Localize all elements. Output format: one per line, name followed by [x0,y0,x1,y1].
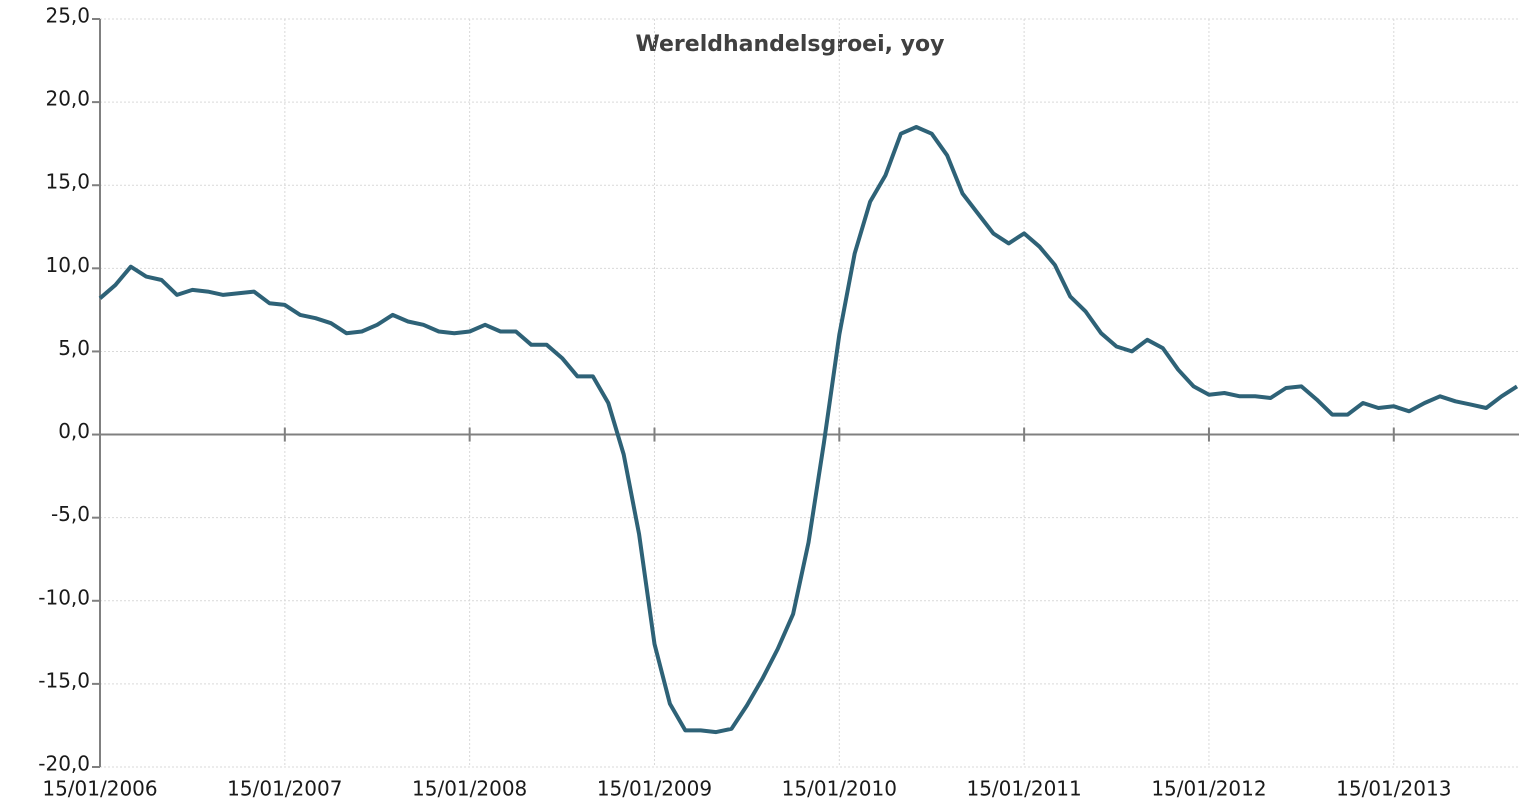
y-tick-label: -10,0 [38,585,90,609]
x-tick-label: 15/01/2008 [412,777,527,801]
data-line [98,125,1519,735]
x-tick-label: 15/01/2012 [1151,777,1266,801]
x-tick-label: 15/01/2013 [1336,777,1451,801]
x-tick-label: 15/01/2007 [227,777,342,801]
x-tick-label: 15/01/2010 [782,777,897,801]
y-tick-label: 15,0 [45,170,90,194]
x-tick-label: 15/01/2009 [597,777,712,801]
y-tick-label: 5,0 [58,336,90,360]
x-tick-label: 15/01/2006 [42,777,157,801]
chart-title: Wereldhandelsgroei, yoy [636,32,945,57]
y-tick-label: -20,0 [38,752,90,776]
x-tick-label: 15/01/2011 [966,777,1081,801]
y-tick-label: 25,0 [45,4,90,28]
y-tick-label: 0,0 [58,419,90,443]
y-tick-label: 20,0 [45,87,90,111]
y-tick-label: -15,0 [38,668,90,692]
y-tick-label: -5,0 [51,502,90,526]
y-tick-label: 10,0 [45,253,90,277]
